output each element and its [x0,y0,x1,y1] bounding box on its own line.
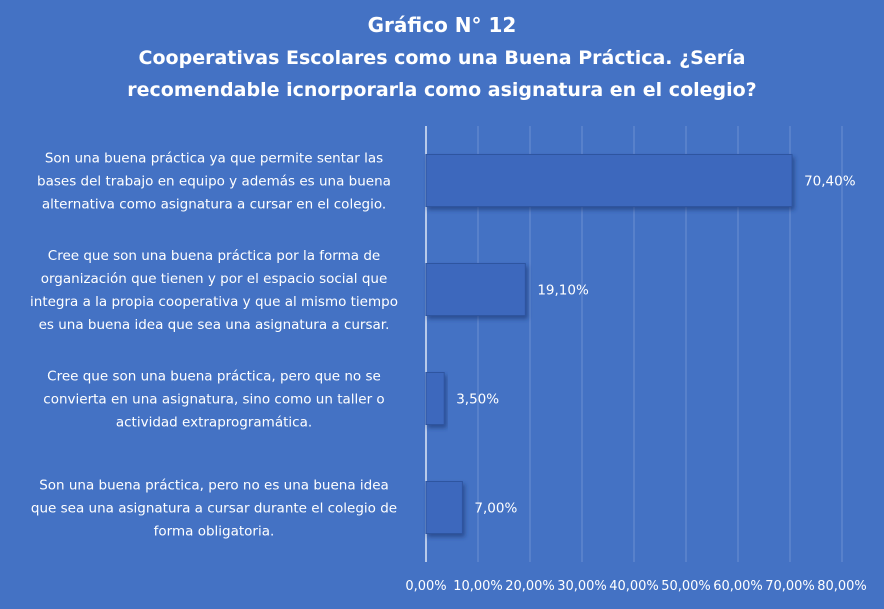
bars [425,154,793,534]
category-label: convierta en una asignatura, sino como u… [43,392,384,408]
x-tick-label: 0,00% [405,579,446,594]
x-tick-label: 60,00% [713,579,763,594]
bar [425,481,463,534]
category-label: Cree que son una buena práctica, pero qu… [47,369,381,385]
category-label: es una buena idea que sea una asignatura… [39,317,390,333]
category-label: forma obligatoria. [154,524,275,540]
bar [425,372,445,425]
category-label: Son una buena práctica, pero no es una b… [39,478,389,494]
x-tick-label: 40,00% [609,579,659,594]
category-label: Cree que son una buena práctica por la f… [48,248,380,264]
title-line-2: Cooperativas Escolares como una Buena Pr… [139,47,746,69]
title-line-1: Gráfico N° 12 [368,13,517,37]
chart-title: Gráfico N° 12 Cooperativas Escolares como… [127,13,756,101]
data-label: 19,10% [537,283,589,299]
bar [425,263,526,316]
title-line-3: recomendable icnorporarla como asignatur… [127,79,756,101]
category-label: organización que tienen y por el espacio… [41,271,388,287]
category-label: que sea una asignatura a cursar durante … [31,501,397,517]
category-label: integra a la propia cooperativa y que al… [30,294,398,310]
x-tick-label: 20,00% [505,579,555,594]
data-label: 7,00% [474,501,517,517]
x-tick-label: 70,00% [765,579,815,594]
x-axis-tick-labels: 0,00% 10,00% 20,00% 30,00% 40,00% 50,00% 60,00… [405,579,866,594]
data-label: 3,50% [456,392,499,408]
category-label: alternativa como asignatura a cursar en … [42,197,386,213]
x-tick-label: 30,00% [557,579,607,594]
category-labels: Son una buena práctica ya que permite se… [30,151,398,540]
category-label: actividad extraprogramática. [116,415,312,431]
data-label: 70,40% [804,174,856,190]
category-label: Son una buena práctica ya que permite se… [45,151,383,167]
x-tick-label: 80,00% [817,579,867,594]
value-labels: 70,40% 19,10% 3,50% 7,00% [456,174,856,517]
bar [425,154,793,207]
x-tick-label: 50,00% [661,579,711,594]
x-tick-label: 10,00% [453,579,503,594]
category-label: bases del trabajo en equipo y además es … [37,174,391,190]
